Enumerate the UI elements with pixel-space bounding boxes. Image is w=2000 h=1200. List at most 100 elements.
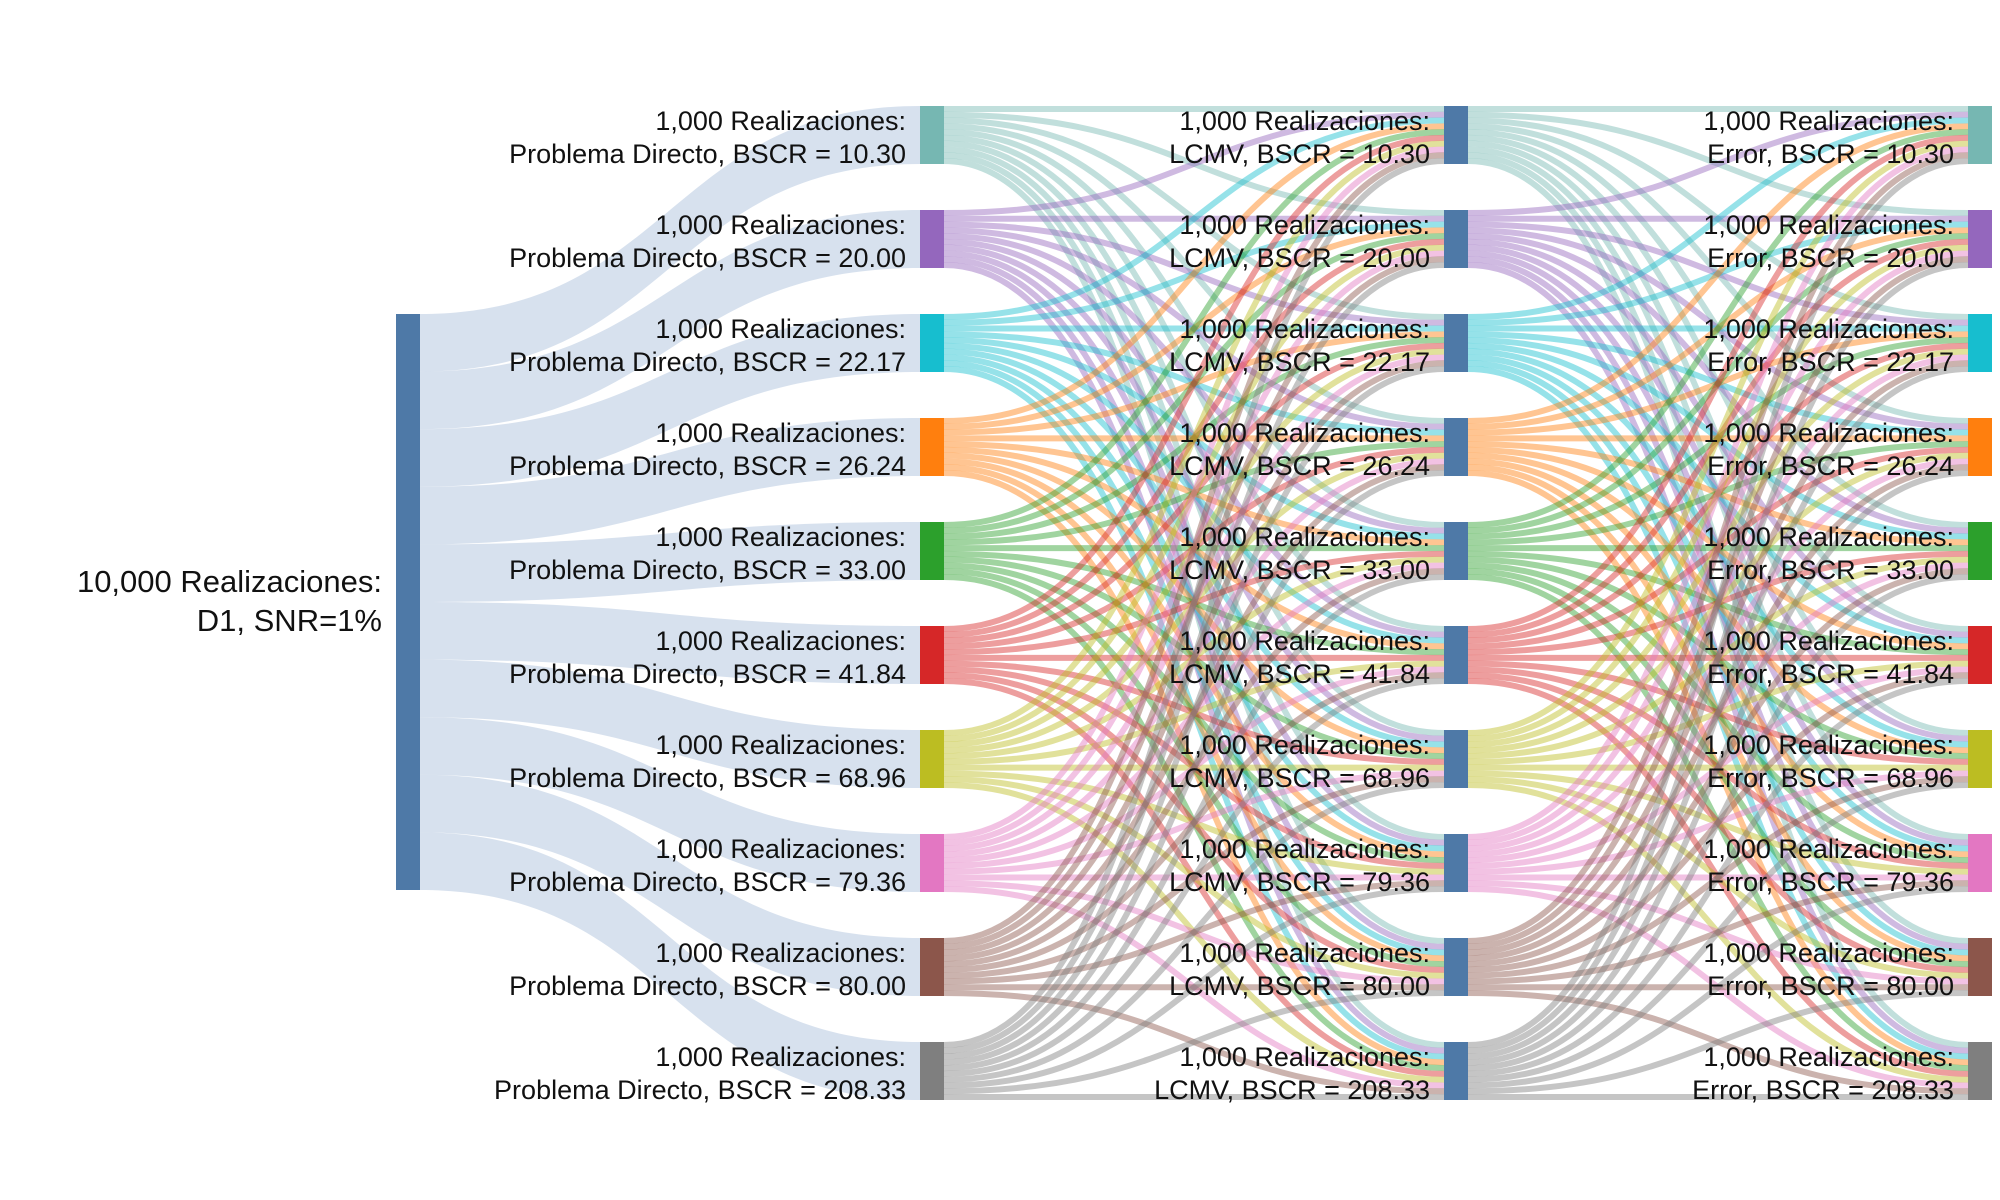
label-error-bscr-4: Error, BSCR = 33.00 [1707,555,1954,585]
sankey-nodes [396,106,1992,1100]
link-root-to-problema-7 [420,717,920,892]
node-error-0 [1968,106,1992,164]
node-problema-directo-8 [920,938,944,996]
link-problema-to-lcmv-0-4 [943,129,1445,528]
node-lcmv-5 [1444,626,1468,684]
link-problema-to-lcmv-9-8 [943,990,1445,1095]
link-problema-to-lcmv-9-6 [943,782,1445,1083]
link-problema-to-lcmv-3-1 [943,227,1445,430]
label-lcmv-bscr-6: LCMV, BSCR = 68.96 [1169,763,1430,793]
link-problema-to-lcmv-7-3 [943,458,1445,858]
link-lcmv-to-error-6-0 [1467,140,1969,736]
node-error-5 [1968,626,1992,684]
link-problema-to-lcmv-5-6 [943,660,1445,765]
label-lcmv-bscr-7: LCMV, BSCR = 79.36 [1169,867,1430,897]
link-lcmv-to-error-5-1 [1467,238,1969,638]
label-lcmv-bscr-3: LCMV, BSCR = 26.24 [1169,451,1430,481]
label-error-count-1: 1,000 Realizaciones: [1703,210,1954,240]
link-lcmv-to-error-5-0 [1467,134,1969,632]
node-problema-directo-3 [920,418,944,476]
link-problema-to-lcmv-7-1 [943,250,1445,846]
label-error-bscr-5: Error, BSCR = 41.84 [1707,659,1954,689]
link-problema-to-lcmv-4-1 [943,233,1445,534]
link-lcmv-to-error-0-6 [1467,140,1969,736]
link-problema-to-lcmv-5-3 [943,446,1445,650]
link-problema-to-lcmv-8-7 [943,880,1445,985]
link-problema-to-lcmv-2-1 [943,221,1445,326]
label-problema-directo-bscr-2: Problema Directo, BSCR = 22.17 [509,347,906,377]
link-problema-to-lcmv-6-9 [943,782,1445,1083]
link-lcmv-to-error-6-9 [1467,782,1969,1083]
link-lcmv-to-error-3-4 [1467,441,1969,546]
link-lcmv-to-error-7-3 [1467,458,1969,858]
link-problema-to-lcmv-5-9 [943,678,1445,1077]
link-lcmv-to-error-2-0 [1467,117,1969,320]
label-lcmv-count-7: 1,000 Realizaciones: [1179,834,1430,864]
node-lcmv-4 [1444,522,1468,580]
link-problema-to-lcmv-1-3 [943,227,1445,430]
node-lcmv-1 [1444,210,1468,268]
link-lcmv-to-error-9-1 [1467,262,1969,1054]
link-lcmv-to-error-7-0 [1467,146,1969,840]
link-problema-to-lcmv-4-9 [943,574,1445,1072]
link-lcmv-to-error-8-1 [1467,256,1969,950]
link-lcmv-to-error-9-2 [1467,366,1969,1060]
link-lcmv-to-error-7-5 [1467,666,1969,869]
link-problema-to-lcmv-1-9 [943,262,1445,1054]
link-lcmv-to-error-2-9 [1467,366,1969,1060]
label-lcmv-bscr-9: LCMV, BSCR = 208.33 [1154,1075,1430,1105]
link-lcmv-to-error-6-1 [1467,244,1969,742]
label-error-bscr-8: Error, BSCR = 80.00 [1707,971,1954,1001]
link-problema-to-lcmv-6-5 [943,660,1445,765]
label-lcmv-count-5: 1,000 Realizaciones: [1179,626,1430,656]
label-error-count-8: 1,000 Realizaciones: [1703,938,1954,968]
link-lcmv-to-error-4-2 [1467,337,1969,540]
link-problema-to-lcmv-4-6 [943,556,1445,760]
link-problema-to-lcmv-8-4 [943,568,1445,968]
link-problema-to-lcmv-8-9 [943,990,1445,1095]
link-problema-to-lcmv-9-5 [943,678,1445,1077]
label-problema-directo-bscr-1: Problema Directo, BSCR = 20.00 [509,243,906,273]
link-problema-to-lcmv-1-5 [943,238,1445,638]
link-lcmv-to-error-4-7 [1467,562,1969,864]
label-problema-directo-bscr-6: Problema Directo, BSCR = 68.96 [509,763,906,793]
label-lcmv-bscr-4: LCMV, BSCR = 33.00 [1169,555,1430,585]
link-problema-to-lcmv-7-4 [943,562,1445,864]
label-lcmv-count-6: 1,000 Realizaciones: [1179,730,1430,760]
link-lcmv-to-error-9-4 [1467,574,1969,1072]
link-problema-to-lcmv-0-7 [943,146,1445,840]
link-lcmv-to-error-1-6 [1467,244,1969,742]
link-lcmv-to-error-2-5 [1467,342,1969,644]
label-error-bscr-0: Error, BSCR = 10.30 [1707,139,1954,169]
node-error-9 [1968,1042,1992,1100]
label-error-count-7: 1,000 Realizaciones: [1703,834,1954,864]
label-lcmv-count-1: 1,000 Realizaciones: [1179,210,1430,240]
link-lcmv-to-error-8-4 [1467,568,1969,968]
link-lcmv-to-error-2-3 [1467,331,1969,436]
node-lcmv-8 [1444,938,1468,996]
link-lcmv-to-error-5-6 [1467,660,1969,765]
link-lcmv-to-error-6-7 [1467,770,1969,875]
label-error-bscr-7: Error, BSCR = 79.36 [1707,867,1954,897]
label-error-count-2: 1,000 Realizaciones: [1703,314,1954,344]
link-lcmv-to-error-4-1 [1467,233,1969,534]
node-error-1 [1968,210,1992,268]
link-problema-to-lcmv-2-9 [943,366,1445,1060]
link-root-to-problema-3 [420,418,920,545]
link-lcmv-to-error-0-5 [1467,134,1969,632]
link-problema-to-lcmv-1-8 [943,256,1445,950]
link-lcmv-to-error-4-3 [1467,441,1969,546]
link-lcmv-to-error-1-0 [1467,111,1969,216]
root-label-line2: D1, SNR=1% [197,603,382,638]
node-error-7 [1968,834,1992,892]
link-root-to-problema-0 [420,106,920,372]
link-problema-to-lcmv-2-8 [943,360,1445,956]
link-problema-to-lcmv-2-7 [943,354,1445,852]
link-problema-to-lcmv-4-8 [943,568,1445,968]
label-problema-directo-bscr-7: Problema Directo, BSCR = 79.36 [509,867,906,897]
link-problema-to-lcmv-8-1 [943,256,1445,950]
sankey-labels: 10,000 Realizaciones: D1, SNR=1% 1,000 R… [77,106,1954,1105]
link-lcmv-to-error-9-0 [1467,158,1969,1048]
link-problema-to-lcmv-0-5 [943,134,1445,632]
stage1-to-stage2-links [943,105,1445,1101]
